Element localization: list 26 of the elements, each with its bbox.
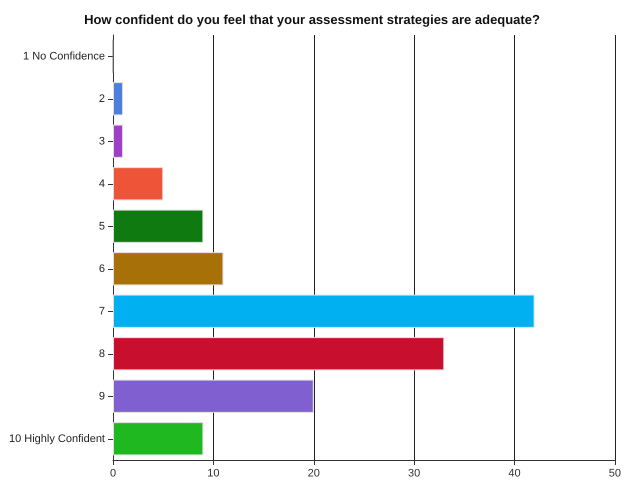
x-tick-label: 40	[508, 468, 521, 480]
bar	[113, 294, 535, 328]
bar	[113, 82, 124, 116]
bar	[113, 252, 224, 286]
x-tick-label: 10	[207, 468, 220, 480]
chart-title: How confident do you feel that your assessment strategies are adequate?	[84, 12, 540, 27]
bar	[113, 337, 444, 370]
y-tick-label: 2	[98, 92, 105, 105]
x-tick-label: 20	[308, 468, 320, 480]
y-tick-label: 4	[98, 178, 105, 190]
y-tick-label: 3	[98, 135, 105, 148]
y-tick-label: 1 No Confidence	[23, 50, 105, 62]
y-tick-label: 6	[98, 262, 105, 275]
bar	[113, 380, 314, 413]
x-tick-label: 0	[110, 468, 116, 480]
y-tick-label: 8	[98, 348, 105, 360]
y-tick-label: 7	[98, 305, 105, 318]
bar	[113, 167, 164, 200]
y-tick-label: 5	[98, 220, 105, 232]
x-tick-label: 50	[608, 468, 622, 480]
x-tick-label: 30	[408, 468, 420, 480]
y-tick-label: 9	[98, 390, 105, 402]
bar	[113, 210, 204, 243]
bar	[113, 422, 204, 456]
y-tick-label: 10 Highly Confident	[8, 432, 105, 445]
bar	[113, 124, 124, 158]
